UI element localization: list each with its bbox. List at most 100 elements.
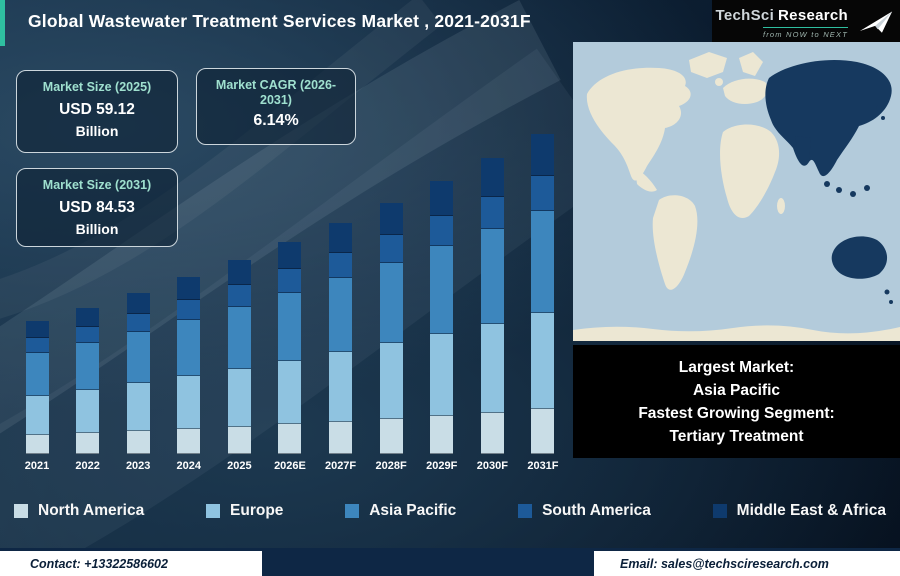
logo-wordmark: TechSci Research [716, 7, 890, 24]
stat-title: Market Size (2031) [42, 178, 152, 192]
largest-market-label: Largest Market: [678, 358, 795, 376]
chart-legend: North America Europe Asia Pacific South Ame… [0, 494, 900, 528]
bar-segment-middle-east-africa [430, 180, 454, 217]
stat-box-market-cagr: Market CAGR (2026-2031) 6.14% [196, 68, 356, 145]
stacked-bar [278, 241, 302, 454]
bar-segment-north-america [430, 415, 454, 454]
bar-segment-middle-east-africa [227, 259, 251, 286]
stacked-bar-chart: 2021 2022 2023 2024 2025 2026E 2027F 2028F 2029F… [12, 118, 568, 472]
bar-segment-north-america [25, 435, 49, 454]
logo-name-primary: TechSci [715, 7, 775, 24]
legend-item: Middle East & Africa [712, 502, 886, 520]
bar-segment-asia-pacific [379, 262, 403, 344]
bar-segment-middle-east-africa [329, 222, 353, 253]
bar-segment-europe [379, 343, 403, 419]
bar-segment-north-america [177, 429, 201, 454]
bar-segment-middle-east-africa [126, 293, 150, 315]
x-axis-label: 2024 [176, 460, 202, 472]
fastest-segment-value: Tertiary Treatment [669, 427, 804, 445]
x-axis-label: 2030F [476, 460, 508, 472]
bar-segment-middle-east-africa [76, 307, 100, 327]
bar-segment-north-america [227, 426, 251, 454]
bar-segment-europe [227, 368, 251, 427]
legend-label: South America [542, 502, 651, 519]
stat-box-market-size-2031: Market Size (2031) USD 84.53 Billion [16, 168, 178, 247]
bar-segment-south-america [76, 326, 100, 343]
legend-swatch [345, 504, 360, 518]
legend-label: North America [38, 502, 145, 519]
legend-label: Middle East & Africa [736, 502, 886, 519]
bar-segment-north-america [76, 433, 100, 454]
bar-segment-asia-pacific [76, 342, 100, 390]
x-axis-label: 2022 [75, 460, 100, 472]
stacked-bar [531, 134, 555, 454]
stat-title: Market Size (2025) [42, 80, 152, 94]
bar-segment-middle-east-africa [177, 277, 201, 301]
bar-segment-south-america [531, 175, 555, 211]
x-axis-label: 2029F [426, 460, 458, 472]
stat-unit: Billion [75, 123, 119, 139]
legend-item: North America [14, 502, 144, 520]
world-map [573, 42, 900, 341]
x-axis-label: 2025 [227, 460, 252, 472]
stat-unit: Billion [75, 221, 119, 237]
stacked-bar [177, 277, 201, 454]
bar-segment-south-america [430, 216, 454, 247]
bar-column: 2027F [320, 222, 362, 472]
bar-segment-europe [76, 389, 100, 434]
bar-segment-north-america [329, 421, 353, 454]
footer-email-section: Email: sales@techsciresearch.com [594, 551, 900, 576]
paper-plane-icon [859, 11, 893, 33]
bar-segment-europe [25, 395, 49, 436]
teal-corner-accent [0, 0, 5, 46]
stacked-bar [329, 222, 353, 454]
bar-segment-south-america [25, 338, 49, 353]
bar-column: 2031F [522, 134, 564, 472]
x-axis-label: 2031F [527, 460, 559, 472]
stacked-bar [25, 321, 49, 454]
map-landmass [573, 52, 900, 341]
stat-value: USD 84.53 [59, 199, 135, 216]
world-map-svg [573, 42, 900, 341]
x-axis-label: 2021 [24, 460, 50, 472]
bar-segment-south-america [329, 252, 353, 279]
bar-segment-middle-east-africa [278, 241, 302, 270]
bar-segment-asia-pacific [126, 331, 150, 384]
bar-column: 2030F [471, 158, 513, 472]
bar-segment-south-america [177, 300, 201, 320]
bar-segment-asia-pacific [531, 210, 555, 314]
stacked-bar [480, 158, 504, 454]
legend-swatch [518, 504, 533, 518]
techsci-research-logo: TechSci Research from NOW to NEXT [712, 0, 900, 46]
bar-segment-south-america [126, 314, 150, 332]
x-axis-label: 2027F [324, 460, 357, 472]
bar-segment-north-america [531, 409, 555, 454]
bar-segment-europe [278, 360, 302, 425]
bar-segment-asia-pacific [25, 352, 49, 396]
stacked-bar [379, 202, 403, 454]
footer-contact-section: Contact: +13322586602 [0, 551, 262, 576]
logo-name-secondary: Research [778, 7, 848, 24]
bar-segment-asia-pacific [177, 319, 201, 377]
legend-item: South America [518, 502, 651, 520]
stacked-bar [430, 180, 454, 454]
stacked-bar [76, 307, 100, 454]
bar-segment-asia-pacific [480, 229, 504, 324]
bar-segment-south-america [480, 196, 504, 230]
bar-segment-south-america [227, 285, 251, 307]
bar-column: 2026E [269, 241, 311, 472]
bar-segment-south-america [379, 235, 403, 263]
bar-segment-north-america [278, 424, 302, 454]
x-axis-label: 2026E [274, 460, 306, 472]
bar-column: 2025 [218, 259, 260, 472]
bar-column: 2028F [370, 202, 412, 472]
bar-column: 2029F [421, 180, 463, 472]
map-highlight-asia-pacific [765, 59, 893, 304]
bar-segment-north-america [480, 412, 504, 454]
legend-item: Europe [206, 502, 283, 520]
bar-segment-asia-pacific [329, 278, 353, 353]
logo-tagline: from NOW to NEXT [762, 27, 848, 39]
stacked-bar [227, 259, 251, 454]
footer-bar: Contact: +13322586602 Email: sales@techs… [0, 548, 900, 576]
bar-segment-asia-pacific [430, 246, 454, 334]
